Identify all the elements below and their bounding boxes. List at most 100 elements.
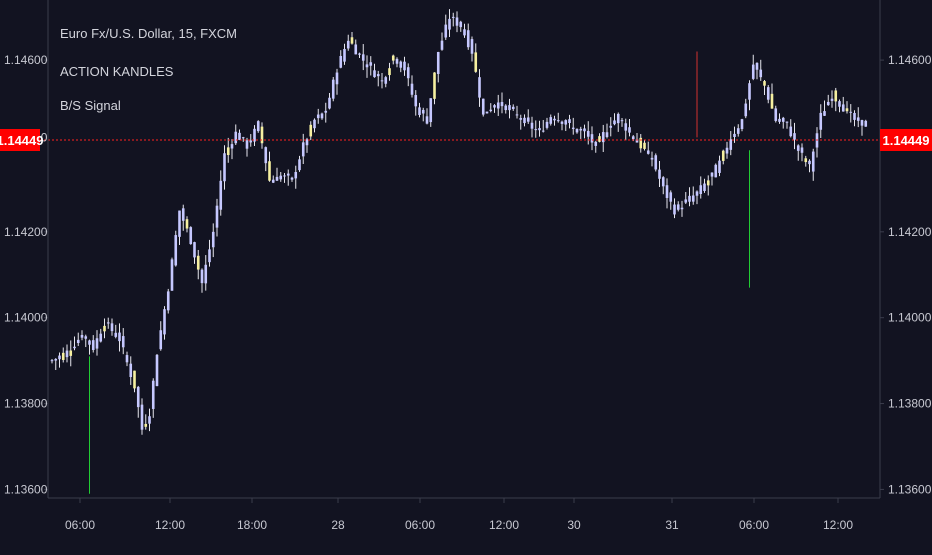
x-tick-label: 12:00 (823, 518, 853, 532)
candle-body (725, 147, 729, 154)
x-tick-label: 18:00 (237, 518, 267, 532)
candle-body (159, 330, 163, 350)
candle-body (568, 119, 571, 124)
candle-body (643, 142, 646, 149)
candle-body (335, 72, 339, 85)
candle-body (838, 101, 841, 107)
candle-body (590, 134, 594, 143)
candle-body (523, 117, 526, 124)
candle-body (613, 120, 616, 125)
candle-body (609, 125, 613, 128)
candle-body (429, 98, 433, 123)
candle-body (718, 160, 721, 173)
candle-body (826, 101, 830, 106)
candle-body (538, 128, 541, 131)
candle-body (268, 161, 271, 181)
candle-body (448, 18, 451, 30)
candle-body (489, 109, 493, 112)
time-scale[interactable]: 06:00 12:00 18:00 28 06:00 12:00 30 31 06:00 12:0… (65, 498, 853, 532)
chart-title[interactable]: Euro Fx/U.S. Dollar, 15, FXCM (60, 26, 237, 41)
candle-body (185, 219, 189, 229)
candle-body (556, 120, 560, 122)
candle-body (474, 52, 478, 72)
candle-body (350, 37, 354, 44)
candle-body (95, 338, 99, 349)
candle-body (496, 102, 500, 109)
candle-body (459, 21, 463, 28)
candle-body (200, 269, 204, 284)
candle-body (50, 360, 54, 362)
candle-body (466, 30, 470, 48)
candle-body (253, 128, 256, 142)
candle-body (721, 150, 725, 161)
candle-body (541, 130, 545, 132)
candle-body (298, 159, 301, 171)
candle-body (823, 111, 826, 116)
candle-body (744, 103, 748, 117)
candle-body (511, 106, 515, 110)
y-tick-label-left: 1.14600 (4, 53, 48, 67)
candle-body (106, 322, 110, 324)
y-tick-label-right: 1.13800 (888, 397, 932, 411)
candle-body (358, 53, 361, 55)
candle-body (676, 204, 680, 210)
y-tick-label-right: 1.14200 (888, 225, 932, 239)
candle-body (406, 67, 410, 79)
price-tag-right-text: 1.14449 (883, 133, 930, 148)
candle-body (421, 109, 425, 114)
candle-body (309, 124, 313, 137)
candle-body (294, 172, 298, 179)
candle-body (369, 62, 373, 66)
candle-body (73, 346, 76, 349)
candle-body (136, 386, 140, 408)
indicator-action-kandles[interactable]: ACTION KANDLES (60, 64, 174, 79)
candle-body (181, 208, 185, 221)
y-tick-label-left: 1.13600 (4, 482, 48, 496)
candle-body (564, 120, 568, 125)
candle-body (849, 111, 853, 113)
candle-body (485, 111, 489, 114)
candle-body (245, 140, 249, 149)
candle-body (478, 77, 481, 98)
candle-body (755, 62, 759, 70)
candle-body (155, 354, 159, 387)
candle-body (654, 155, 658, 170)
candle-body (766, 87, 770, 100)
candle-body (763, 81, 766, 86)
x-tick-label: 06:00 (739, 518, 769, 532)
candle-body (669, 192, 673, 202)
candle-body (316, 114, 320, 119)
candle-body (110, 323, 114, 332)
y-tick-label-left: 1.14200 (4, 225, 48, 239)
indicator-bs-signal[interactable]: B/S Signal (60, 98, 121, 113)
candle-body (84, 336, 88, 339)
candle-body (69, 350, 73, 356)
candle-body (121, 336, 125, 348)
candle-body (283, 175, 286, 177)
candle-body (163, 309, 166, 335)
candle-body (463, 29, 466, 36)
candle-body (129, 363, 133, 378)
candle-body (579, 128, 583, 131)
candles-layer (50, 9, 868, 435)
candle-body (436, 52, 440, 74)
price-tag-left: 1.14449 (0, 129, 44, 151)
candle-body (853, 112, 856, 120)
y-tick-label-right: 1.13600 (888, 482, 932, 496)
candle-body (841, 104, 845, 112)
candle-body (264, 147, 268, 164)
candle-body (534, 129, 538, 131)
candle-body (99, 333, 103, 342)
candle-body (530, 122, 534, 129)
candle-body (301, 142, 305, 157)
candle-body (91, 340, 95, 350)
candle-body (455, 17, 459, 26)
candle-body (410, 83, 414, 95)
candle-body (174, 235, 178, 266)
candle-body (418, 107, 421, 115)
candle-body (223, 153, 226, 182)
candle-body (395, 58, 399, 64)
x-tick-label: 06:00 (405, 518, 435, 532)
candle-body (845, 108, 849, 112)
